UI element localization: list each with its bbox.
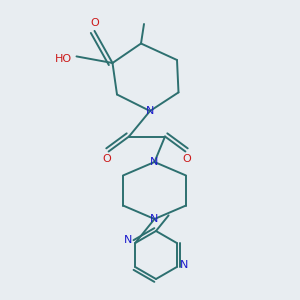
Text: N: N [150,214,159,224]
Text: N: N [150,157,159,167]
Text: HO: HO [55,54,72,64]
Text: O: O [103,154,112,164]
Text: O: O [90,17,99,28]
Text: N: N [146,106,154,116]
Text: N: N [180,260,188,271]
Text: O: O [182,154,191,164]
Text: N: N [124,235,132,245]
